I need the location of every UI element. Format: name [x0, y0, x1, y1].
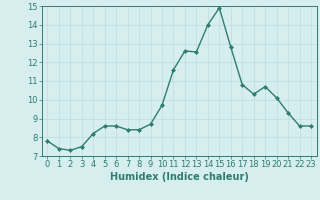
- X-axis label: Humidex (Indice chaleur): Humidex (Indice chaleur): [110, 172, 249, 182]
